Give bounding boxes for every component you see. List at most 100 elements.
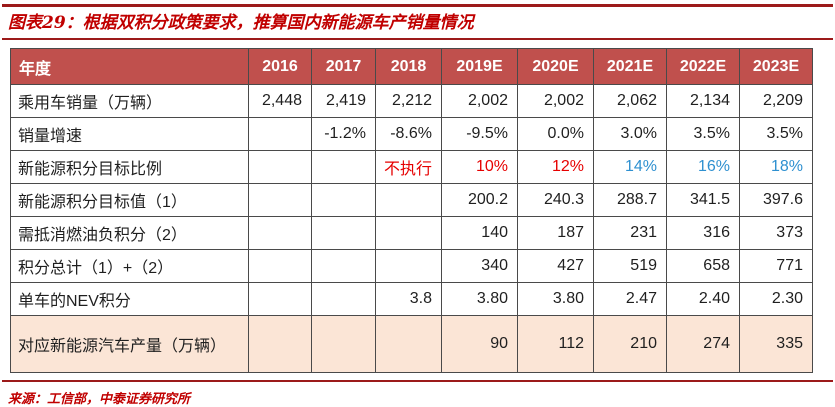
row-label: 积分总计（1）+（2） — [10, 249, 249, 283]
cell-value: 373 — [739, 216, 813, 250]
cell-value — [248, 117, 312, 151]
row-label: 对应新能源汽车产量（万辆） — [10, 315, 249, 373]
table-head-row: 年度 2016 2017 2018 2019E 2020E 2021E 2022E 2023E — [10, 48, 813, 85]
cell-value — [311, 249, 376, 283]
cell-value — [311, 216, 376, 250]
cell-value — [311, 315, 376, 373]
source-note: 来源：工信部，中泰证券研究所 — [8, 392, 191, 407]
cell-value — [248, 249, 312, 283]
cell-value: 2,419 — [311, 84, 376, 118]
table-row: 对应新能源汽车产量（万辆） 90 112 210 274 335 — [10, 315, 813, 373]
cell-value: 2,212 — [375, 84, 442, 118]
cell-value — [375, 216, 442, 250]
cell-value: -8.6% — [375, 117, 442, 151]
year-column-header: 年度 — [10, 48, 249, 85]
cell-value: 427 — [517, 249, 594, 283]
table-row: 新能源积分目标值（1） 200.2 240.3 288.7 341.5 397.6 — [10, 183, 813, 217]
cell-value: 3.80 — [517, 282, 594, 316]
cell-value: 2,062 — [593, 84, 667, 118]
cell-value: 0.0% — [517, 117, 594, 151]
cell-value: 2.30 — [739, 282, 813, 316]
cell-value — [248, 183, 312, 217]
table-body: 乘用车销量（万辆） 2,448 2,419 2,212 2,002 2,002 2,062 2… — [10, 84, 813, 373]
report-figure: 图表29：根据双积分政策要求，推算国内新能源车产销量情况 年度 2016 2017 2… — [0, 4, 835, 407]
cell-value: 658 — [666, 249, 740, 283]
cell-value: 3.80 — [441, 282, 518, 316]
cell-value: 2.47 — [593, 282, 667, 316]
bottom-rule — [2, 380, 833, 382]
column-header: 2018 — [375, 48, 442, 85]
cell-value: 288.7 — [593, 183, 667, 217]
cell-value: 140 — [441, 216, 518, 250]
cell-value: 112 — [517, 315, 594, 373]
cell-value: 2,448 — [248, 84, 312, 118]
row-label: 销量增速 — [10, 117, 249, 151]
column-header: 2020E — [517, 48, 594, 85]
cell-value: 2,002 — [517, 84, 594, 118]
cell-value: 12% — [517, 150, 594, 184]
table-row: 新能源积分目标比例 不执行 10% 12% 14% 16% 18% — [10, 150, 813, 184]
cell-value: 2,134 — [666, 84, 740, 118]
cell-value: 90 — [441, 315, 518, 373]
cell-value: 200.2 — [441, 183, 518, 217]
cell-value — [248, 216, 312, 250]
cell-value: 18% — [739, 150, 813, 184]
cell-value: 210 — [593, 315, 667, 373]
cell-value — [375, 315, 442, 373]
cell-value: 187 — [517, 216, 594, 250]
row-label: 需抵消燃油负积分（2） — [10, 216, 249, 250]
cell-value: 16% — [666, 150, 740, 184]
table-row: 乘用车销量（万辆） 2,448 2,419 2,212 2,002 2,002 2,062 2… — [10, 84, 813, 118]
cell-value — [248, 282, 312, 316]
table-row: 需抵消燃油负积分（2） 140 187 231 316 373 — [10, 216, 813, 250]
cell-value — [311, 150, 376, 184]
cell-value: 519 — [593, 249, 667, 283]
cell-value — [248, 315, 312, 373]
cell-value — [248, 150, 312, 184]
cell-value: 14% — [593, 150, 667, 184]
figure-caption: 根据双积分政策要求，推算国内新能源车产销量情况 — [82, 13, 474, 33]
cell-value: 2,209 — [739, 84, 813, 118]
cell-value: 不执行 — [375, 150, 442, 184]
data-table: 年度 2016 2017 2018 2019E 2020E 2021E 2022E 2023E … — [10, 48, 813, 373]
table-row: 销量增速 -1.2% -8.6% -9.5% 0.0% 3.0% 3.5% 3.5% — [10, 117, 813, 151]
figure-title: 图表29：根据双积分政策要求，推算国内新能源车产销量情况 — [8, 11, 835, 35]
cell-value: 3.5% — [739, 117, 813, 151]
title-rule — [2, 38, 833, 40]
column-header: 2016 — [248, 48, 312, 85]
cell-value — [311, 183, 376, 217]
row-label: 单车的NEV积分 — [10, 282, 249, 316]
top-rule — [2, 4, 833, 7]
cell-value: 771 — [739, 249, 813, 283]
cell-value: 3.8 — [375, 282, 442, 316]
column-header: 2022E — [666, 48, 740, 85]
cell-value — [375, 183, 442, 217]
cell-value — [375, 249, 442, 283]
column-header: 2017 — [311, 48, 376, 85]
row-label: 乘用车销量（万辆） — [10, 84, 249, 118]
cell-value: 3.0% — [593, 117, 667, 151]
cell-value: 2.40 — [666, 282, 740, 316]
cell-value: 340 — [441, 249, 518, 283]
cell-value: -1.2% — [311, 117, 376, 151]
cell-value: 231 — [593, 216, 667, 250]
cell-value: 240.3 — [517, 183, 594, 217]
column-header: 2021E — [593, 48, 667, 85]
row-label: 新能源积分目标值（1） — [10, 183, 249, 217]
cell-value — [311, 282, 376, 316]
cell-value: 316 — [666, 216, 740, 250]
cell-value: 341.5 — [666, 183, 740, 217]
row-label: 新能源积分目标比例 — [10, 150, 249, 184]
cell-value: 274 — [666, 315, 740, 373]
cell-value: -9.5% — [441, 117, 518, 151]
cell-value: 335 — [739, 315, 813, 373]
cell-value: 10% — [441, 150, 518, 184]
column-header: 2019E — [441, 48, 518, 85]
column-header: 2023E — [739, 48, 813, 85]
figure-label: 图表29： — [8, 13, 83, 33]
table-row: 单车的NEV积分 3.8 3.80 3.80 2.47 2.40 2.30 — [10, 282, 813, 316]
cell-value: 3.5% — [666, 117, 740, 151]
cell-value: 2,002 — [441, 84, 518, 118]
table-row: 积分总计（1）+（2） 340 427 519 658 771 — [10, 249, 813, 283]
cell-value: 397.6 — [739, 183, 813, 217]
